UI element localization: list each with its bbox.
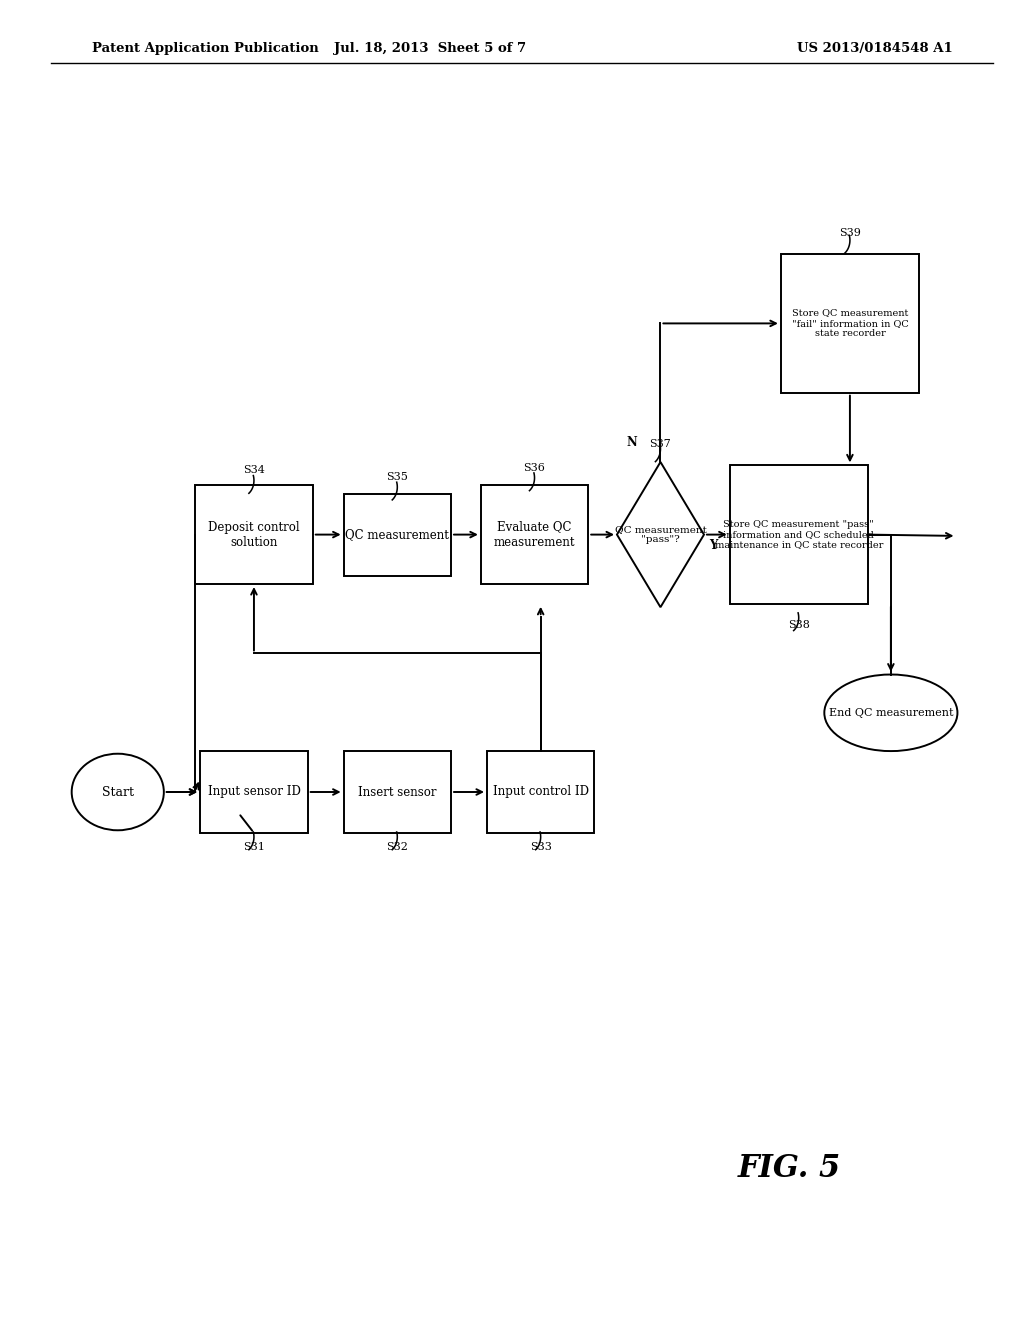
Text: S31: S31 bbox=[243, 842, 265, 853]
Text: Store QC measurement "pass"
information and QC scheduled
maintenance in QC state: Store QC measurement "pass" information … bbox=[715, 520, 883, 549]
Text: S36: S36 bbox=[523, 462, 546, 473]
FancyBboxPatch shape bbox=[344, 751, 451, 833]
Text: S39: S39 bbox=[839, 227, 861, 238]
Text: QC measurement: QC measurement bbox=[345, 528, 450, 541]
FancyBboxPatch shape bbox=[487, 751, 594, 833]
Text: Start: Start bbox=[101, 785, 134, 799]
Text: S33: S33 bbox=[529, 842, 552, 853]
Text: Store QC measurement
"fail" information in QC
state recorder: Store QC measurement "fail" information … bbox=[792, 309, 908, 338]
Text: US 2013/0184548 A1: US 2013/0184548 A1 bbox=[797, 42, 952, 55]
Text: Y: Y bbox=[710, 539, 718, 552]
FancyBboxPatch shape bbox=[729, 466, 868, 605]
Text: Input control ID: Input control ID bbox=[493, 785, 589, 799]
Ellipse shape bbox=[824, 675, 957, 751]
FancyBboxPatch shape bbox=[780, 253, 920, 393]
Text: QC measurement
"pass"?: QC measurement "pass"? bbox=[614, 525, 707, 544]
Text: Deposit control
solution: Deposit control solution bbox=[208, 520, 300, 549]
Text: S35: S35 bbox=[386, 471, 409, 482]
Text: S34: S34 bbox=[243, 465, 265, 475]
Ellipse shape bbox=[72, 754, 164, 830]
Text: S38: S38 bbox=[787, 620, 810, 631]
Text: Insert sensor: Insert sensor bbox=[358, 785, 436, 799]
FancyBboxPatch shape bbox=[195, 486, 313, 583]
Text: End QC measurement: End QC measurement bbox=[828, 708, 953, 718]
Text: S32: S32 bbox=[386, 842, 409, 853]
Text: Patent Application Publication: Patent Application Publication bbox=[92, 42, 318, 55]
Text: Jul. 18, 2013  Sheet 5 of 7: Jul. 18, 2013 Sheet 5 of 7 bbox=[334, 42, 526, 55]
Text: Input sensor ID: Input sensor ID bbox=[208, 785, 300, 799]
FancyBboxPatch shape bbox=[481, 486, 588, 583]
FancyBboxPatch shape bbox=[344, 494, 451, 576]
Text: S37: S37 bbox=[649, 438, 672, 449]
Text: FIG. 5: FIG. 5 bbox=[737, 1152, 841, 1184]
Text: Evaluate QC
measurement: Evaluate QC measurement bbox=[494, 520, 575, 549]
Polygon shape bbox=[616, 462, 705, 607]
FancyBboxPatch shape bbox=[201, 751, 307, 833]
Text: N: N bbox=[627, 436, 637, 449]
